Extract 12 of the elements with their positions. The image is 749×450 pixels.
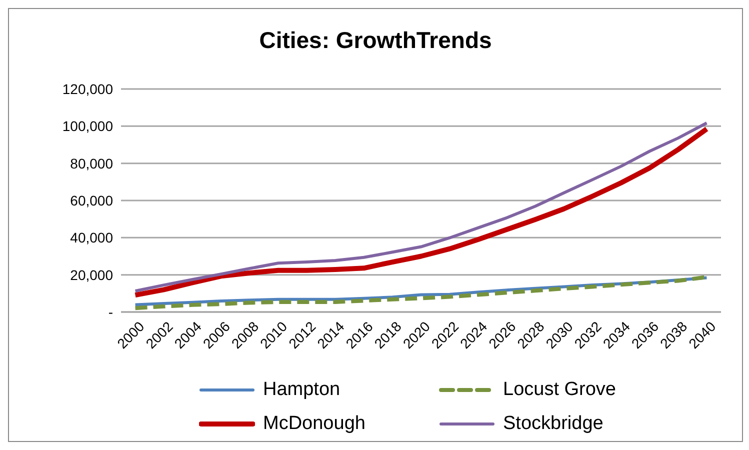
y-tick-label: 40,000	[70, 230, 114, 246]
legend-label: Hampton	[263, 379, 340, 401]
y-tick-label: 80,000	[70, 155, 114, 172]
legend-label: Locust Grove	[503, 379, 616, 401]
y-tick-label: -	[108, 304, 114, 320]
y-tick-label: 120,000	[62, 80, 114, 97]
y-tick-label: 60,000	[70, 192, 114, 208]
y-tick-label: 20,000	[70, 266, 114, 283]
chart-title: Cities: GrowthTrends	[258, 27, 493, 54]
legend-label: Stockbridge	[503, 413, 604, 435]
legend-label: McDonough	[263, 413, 366, 435]
y-tick-label: 100,000	[62, 118, 114, 134]
